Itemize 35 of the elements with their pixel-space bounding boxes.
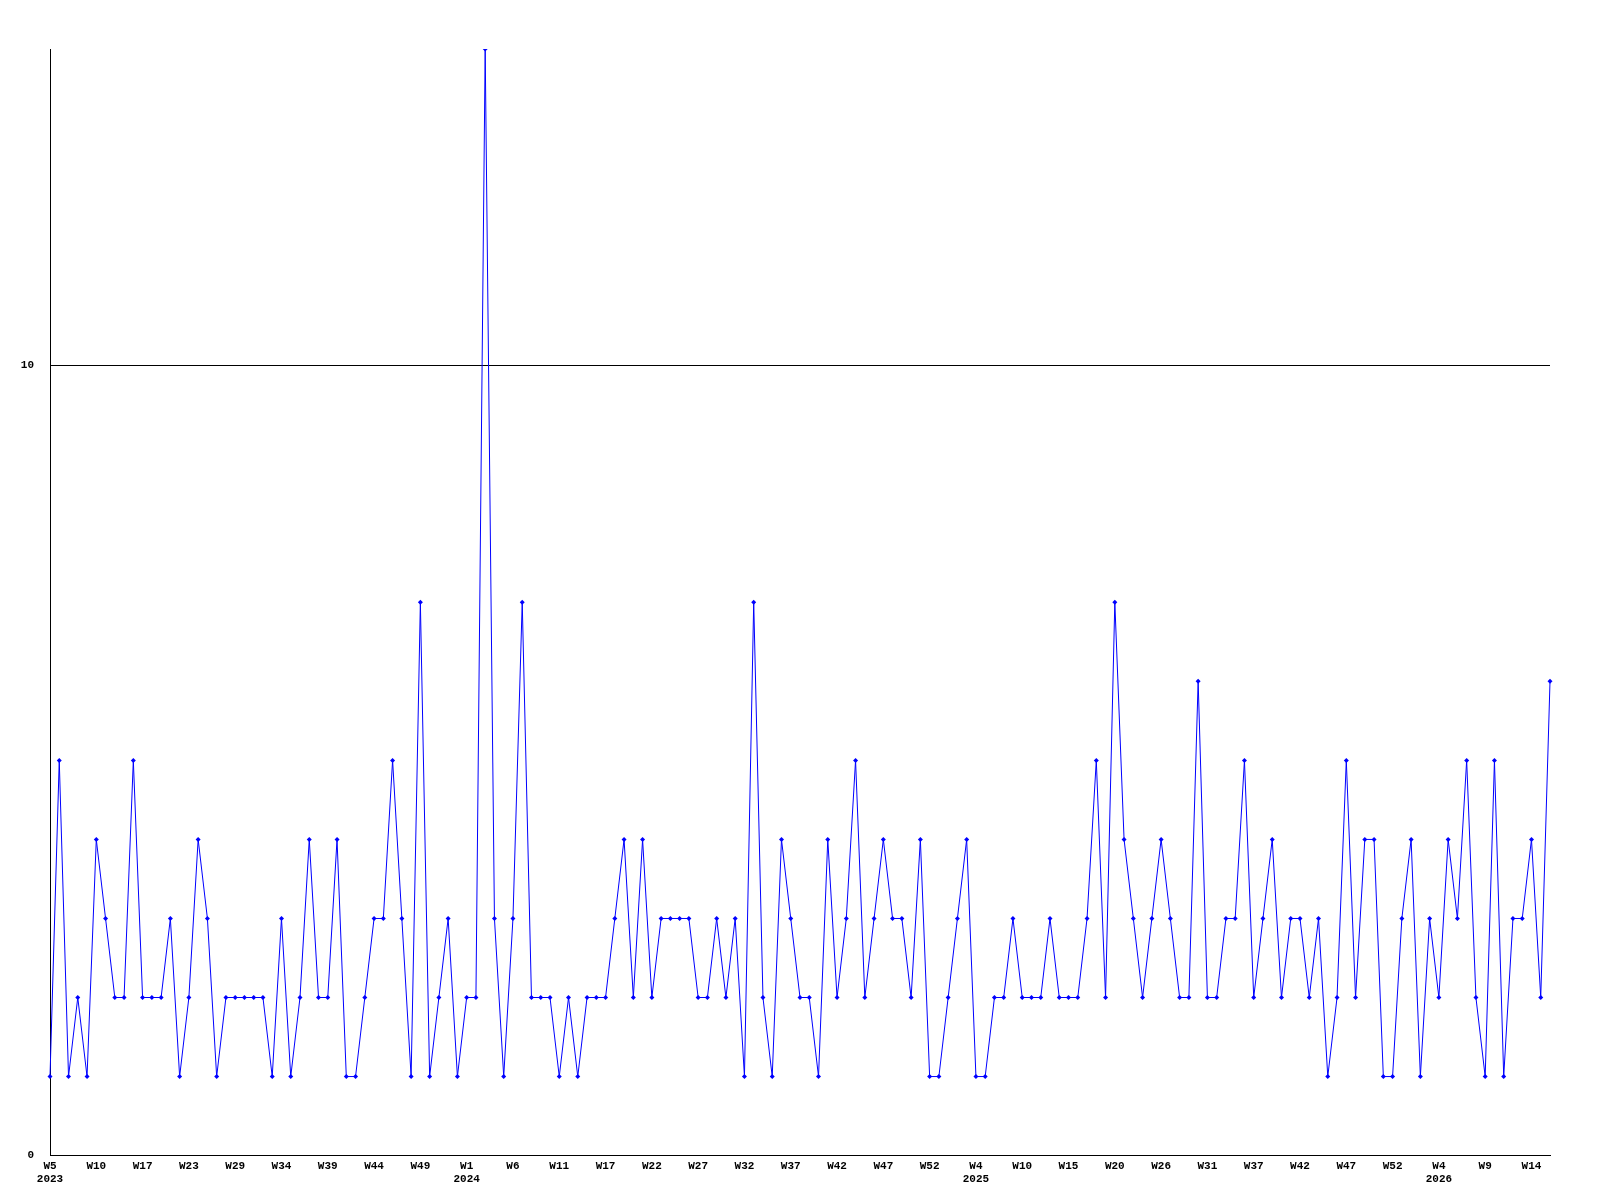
x-tick-label: W34	[271, 1159, 292, 1172]
x-tick-label: W26	[1151, 1159, 1172, 1172]
x-tick-label: W5 2023	[36, 1159, 64, 1186]
x-tick-label: W4 2026	[1425, 1159, 1453, 1186]
x-tick-label: W10	[1012, 1159, 1033, 1172]
x-tick-label: W42	[1290, 1159, 1310, 1172]
x-tick-label: W31	[1197, 1159, 1218, 1172]
x-tick-label: W15	[1058, 1159, 1079, 1172]
x-tick-label: W14	[1521, 1159, 1542, 1172]
x-tick-label: W10	[86, 1159, 107, 1172]
x-tick-label: W37	[1243, 1159, 1264, 1172]
x-tick-label: W17	[595, 1159, 616, 1172]
x-tick-label: W29	[225, 1159, 246, 1172]
x-tick-label: W32	[734, 1159, 755, 1172]
x-tick-label: W22	[641, 1159, 662, 1172]
x-tick-label: W20	[1104, 1159, 1125, 1172]
x-tick-label: W37	[780, 1159, 801, 1172]
y-tick-label: 0	[27, 1149, 34, 1162]
x-tick-label: W11	[549, 1159, 570, 1172]
x-tick-label: W1 2024	[453, 1159, 481, 1186]
x-tick-label: W42	[827, 1159, 847, 1172]
x-tick-label: W49	[410, 1159, 431, 1172]
x-tick-label: W6	[506, 1159, 520, 1172]
x-tick-label: W47	[1336, 1159, 1357, 1172]
x-tick-label: W52	[1382, 1159, 1403, 1172]
x-tick-label: W47	[873, 1159, 894, 1172]
x-tick-label: W17	[132, 1159, 153, 1172]
x-tick-label: W39	[317, 1159, 338, 1172]
x-tick-label: W52	[919, 1159, 940, 1172]
x-tick-label: W44	[364, 1159, 385, 1172]
x-tick-label: W9	[1478, 1159, 1492, 1172]
x-tick-label: W4 2025	[962, 1159, 990, 1186]
y-tick-label: 10	[20, 358, 34, 371]
x-tick-label: W23	[178, 1159, 200, 1172]
x-tick-label: W27	[688, 1159, 709, 1172]
